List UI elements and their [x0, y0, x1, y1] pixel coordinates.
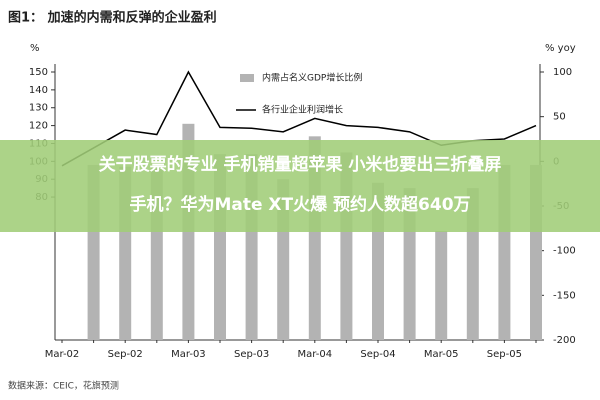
legend-label: 各行业企业利润增长 [262, 104, 343, 116]
y2-axis-label: % yoy [545, 43, 576, 54]
y-tick-label: 140 [29, 85, 48, 96]
banner [0, 140, 600, 232]
x-tick-label: Mar-04 [298, 349, 333, 360]
y2-tick-label: 50 [553, 112, 566, 123]
x-tick-label: Mar-02 [45, 349, 80, 360]
y2-tick-label: -100 [553, 246, 576, 257]
source: 数据来源：CEIC，花旗预测 [8, 380, 119, 392]
y2-tick-label: -200 [553, 335, 576, 346]
banner-text: 关于股票的专业 手机销量超苹果 小米也要出三折叠屏 [99, 154, 502, 175]
x-tick-label: Sep-05 [487, 349, 522, 360]
x-tick-label: Sep-02 [108, 349, 143, 360]
banner-text: 手机？华为Mate XT火爆 预约人数超640万 [129, 194, 470, 215]
bar [435, 231, 448, 340]
y2-tick-label: 100 [553, 67, 572, 78]
y-tick-label: 130 [29, 103, 48, 114]
y-axis-label: % [30, 43, 40, 54]
legend-label: 内需占名义GDP增长比例 [262, 72, 362, 84]
chart-title: 图1： 加速的内需和反弹的企业盈利 [8, 10, 217, 26]
x-tick-label: Sep-04 [360, 349, 395, 360]
x-tick-label: Mar-05 [424, 349, 459, 360]
y2-tick-label: -150 [553, 290, 576, 301]
y-tick-label: 150 [29, 67, 48, 78]
x-tick-label: Mar-03 [171, 349, 206, 360]
y-tick-label: 120 [29, 121, 48, 132]
legend-swatch [240, 74, 254, 82]
x-tick-label: Sep-03 [234, 349, 269, 360]
